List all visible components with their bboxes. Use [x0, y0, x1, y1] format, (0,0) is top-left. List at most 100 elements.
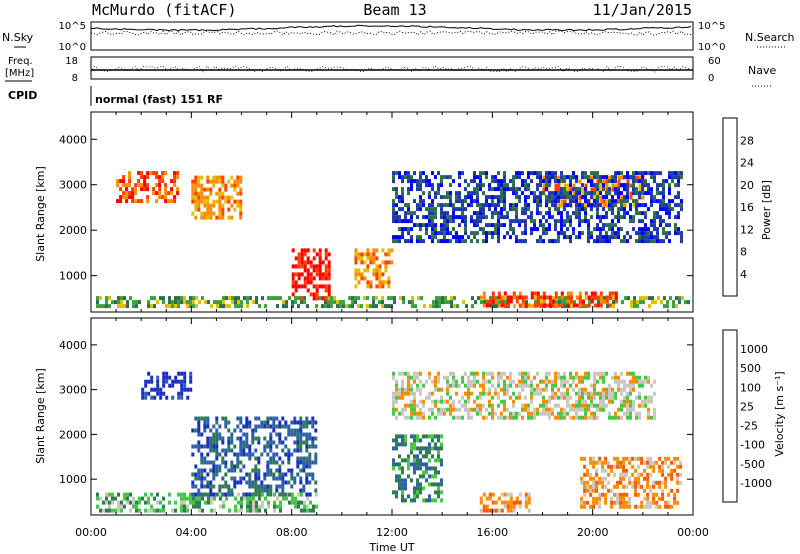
heatmap-cell	[583, 484, 587, 489]
heatmap-cell	[294, 496, 297, 501]
heatmap-cell	[605, 299, 609, 304]
heatmap-cell	[173, 175, 177, 180]
heatmap-cell	[171, 379, 175, 384]
heatmap-cell	[150, 379, 154, 384]
heatmap-cell	[236, 203, 240, 208]
heatmap-cell	[485, 235, 488, 240]
heatmap-cell	[614, 203, 617, 208]
heatmap-cell	[375, 296, 378, 301]
heatmap-cell	[398, 466, 401, 471]
heatmap-cell	[212, 183, 216, 188]
heatmap-cell	[446, 175, 449, 180]
heatmap-cell	[428, 395, 431, 400]
heatmap-cell	[518, 223, 521, 228]
heatmap-cell	[434, 379, 437, 384]
heatmap-cell	[542, 379, 545, 384]
heatmap-cell	[548, 191, 551, 196]
heatmap-cell	[198, 508, 201, 513]
heatmap-cell	[614, 191, 617, 196]
heatmap-cell	[638, 227, 641, 232]
heatmap-cell	[164, 191, 168, 196]
heatmap-cell	[419, 379, 422, 384]
freq-label-line1: Freq.	[8, 56, 33, 67]
heatmap-cell	[392, 199, 395, 204]
heatmap-cell	[275, 484, 279, 489]
heatmap-cell	[455, 407, 458, 412]
heatmap-cell	[596, 211, 599, 216]
heatmap-cell	[512, 379, 515, 384]
heatmap-cell	[306, 304, 309, 309]
heatmap-cell	[282, 300, 285, 305]
heatmap-cell	[372, 268, 376, 273]
heatmap-cell	[287, 448, 291, 453]
heatmap-cell	[215, 199, 219, 204]
heatmap-cell	[563, 195, 566, 200]
heatmap-cell	[249, 508, 252, 513]
heatmap-cell	[646, 492, 650, 497]
heatmap-cell	[524, 207, 527, 212]
heatmap-cell	[369, 284, 373, 289]
heatmap-cell	[99, 296, 102, 301]
heatmap-cell	[575, 199, 578, 204]
heatmap-cell	[650, 175, 653, 180]
heatmap-cell	[515, 411, 518, 416]
heatmap-cell	[482, 379, 485, 384]
heatmap-cell	[431, 227, 434, 232]
heatmap-cell	[536, 383, 539, 388]
heatmap-cell	[473, 179, 476, 184]
heatmap-cell	[224, 460, 228, 465]
heatmap-cell	[152, 191, 156, 196]
heatmap-cell	[404, 482, 407, 487]
heatmap-cell	[180, 508, 183, 513]
heatmap-cell	[545, 371, 548, 376]
heatmap-cell	[595, 472, 599, 477]
heatmap-cell	[632, 379, 635, 384]
heatmap-cell	[664, 500, 668, 505]
heatmap-cell	[398, 482, 401, 487]
heatmap-cell	[599, 203, 602, 208]
heatmap-cell	[254, 484, 258, 489]
heatmap-cell	[578, 207, 581, 212]
heatmap-cell	[497, 171, 500, 176]
heatmap-cell	[645, 296, 648, 301]
heatmap-cell	[593, 227, 596, 232]
heatmap-cell	[524, 500, 528, 505]
heatmap-cell	[560, 303, 564, 308]
heatmap-cell	[224, 480, 228, 485]
heatmap-cell	[485, 496, 489, 501]
heatmap-cell	[471, 304, 474, 309]
heatmap-cell	[245, 416, 249, 421]
heatmap-cell	[518, 379, 521, 384]
heatmap-cell	[435, 304, 438, 309]
heatmap-cell	[521, 191, 524, 196]
heatmap-cell	[659, 219, 662, 224]
heatmap-cell	[658, 468, 662, 473]
heatmap-cell	[281, 484, 285, 489]
heatmap-cell	[251, 432, 255, 437]
heatmap-cell	[186, 300, 189, 305]
heatmap-cell	[560, 215, 563, 220]
heatmap-cell	[622, 496, 626, 501]
heatmap-cell	[554, 295, 558, 300]
heatmap-cell	[667, 492, 671, 497]
heatmap-cell	[518, 199, 521, 204]
heatmap-cell	[524, 211, 527, 216]
heatmap-cell	[503, 415, 506, 420]
heatmap-cell	[497, 395, 500, 400]
heatmap-cell	[311, 436, 315, 441]
heatmap-cell	[605, 231, 608, 236]
nave-label: Nave	[748, 64, 776, 77]
heatmap-cell	[428, 494, 431, 499]
heatmap-cell	[623, 411, 626, 416]
heatmap-cell	[610, 488, 614, 493]
heatmap-cell	[209, 191, 213, 196]
heatmap-cell	[530, 231, 533, 236]
heatmap-cell	[449, 191, 452, 196]
heatmap-cell	[308, 432, 312, 437]
heatmap-cell	[392, 371, 395, 376]
heatmap-cell	[470, 179, 473, 184]
heatmap-cell	[327, 252, 331, 257]
heatmap-cell	[545, 383, 548, 388]
heatmap-cell	[207, 496, 210, 501]
